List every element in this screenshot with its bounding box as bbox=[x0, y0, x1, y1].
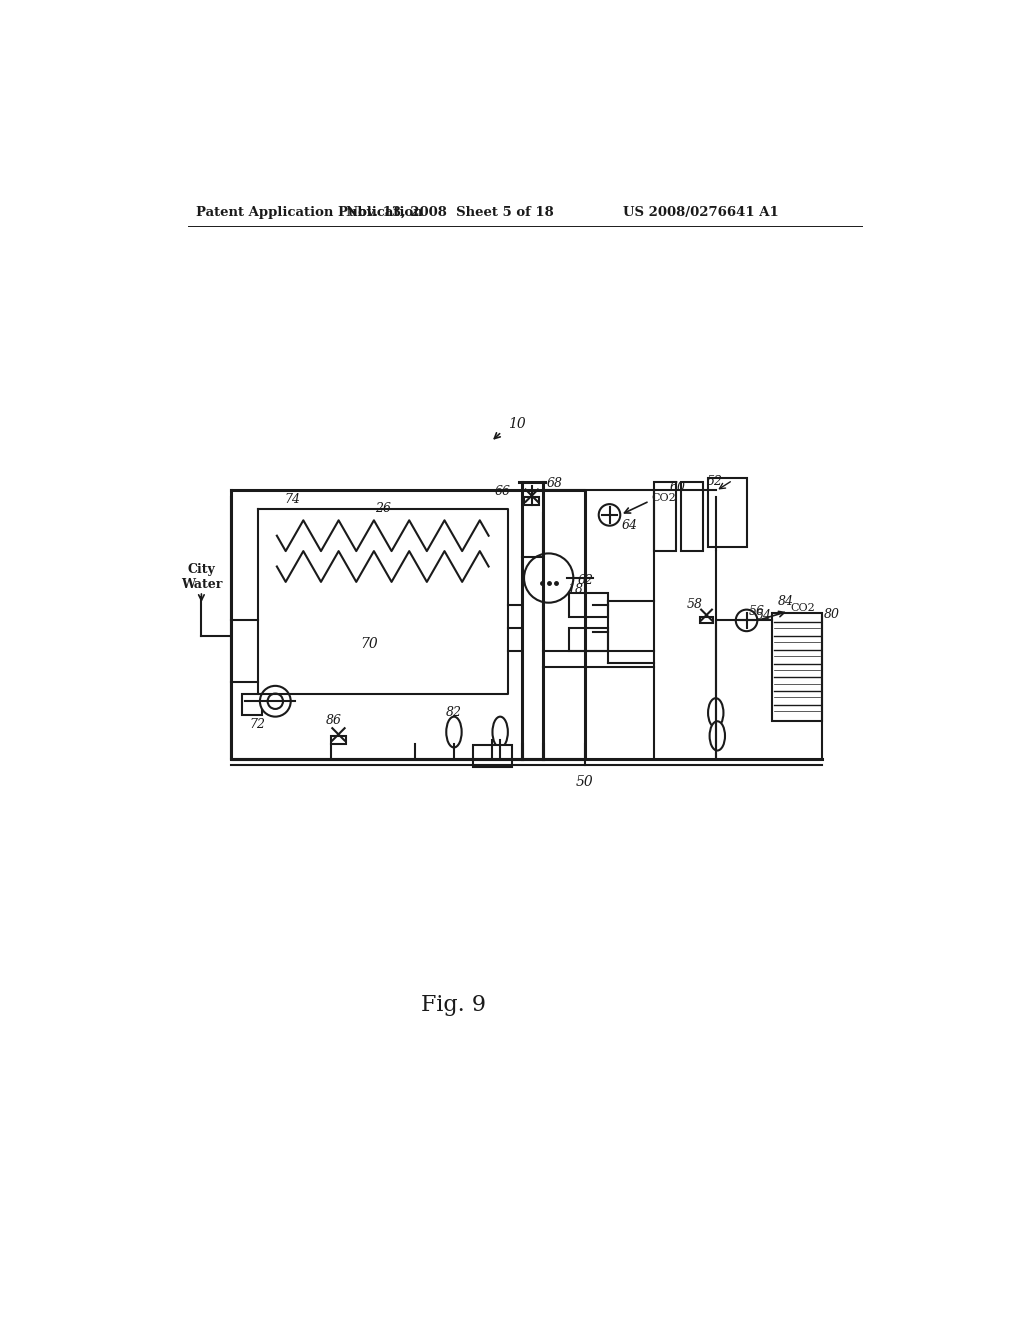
Text: 64: 64 bbox=[622, 519, 638, 532]
Text: 68: 68 bbox=[547, 477, 562, 490]
Text: 60: 60 bbox=[670, 482, 685, 495]
Text: 52: 52 bbox=[707, 475, 723, 488]
Bar bbox=[699, 618, 714, 623]
Text: Patent Application Publication: Patent Application Publication bbox=[196, 206, 423, 219]
Text: 62: 62 bbox=[578, 574, 593, 587]
Circle shape bbox=[736, 610, 758, 631]
Text: 82: 82 bbox=[446, 706, 462, 719]
Text: 84: 84 bbox=[777, 594, 794, 607]
Bar bbox=[569, 594, 608, 616]
Bar bbox=[772, 612, 822, 721]
Ellipse shape bbox=[708, 698, 724, 727]
Ellipse shape bbox=[710, 721, 725, 751]
Bar bbox=[708, 478, 746, 548]
Bar bbox=[569, 628, 608, 651]
Bar bbox=[681, 482, 702, 552]
Text: US 2008/0276641 A1: US 2008/0276641 A1 bbox=[624, 206, 779, 219]
Ellipse shape bbox=[493, 717, 508, 747]
Text: 50: 50 bbox=[575, 775, 594, 789]
Bar bbox=[243, 693, 262, 715]
Text: 10: 10 bbox=[508, 417, 525, 432]
Text: 66: 66 bbox=[495, 484, 511, 498]
Text: 80: 80 bbox=[823, 607, 840, 620]
Ellipse shape bbox=[446, 717, 462, 747]
Text: 18: 18 bbox=[567, 583, 583, 597]
Text: Fig. 9: Fig. 9 bbox=[422, 994, 486, 1016]
Text: 56: 56 bbox=[749, 605, 765, 618]
Text: Nov. 13, 2008  Sheet 5 of 18: Nov. 13, 2008 Sheet 5 of 18 bbox=[346, 206, 554, 219]
Text: 72: 72 bbox=[250, 718, 266, 731]
Text: 54: 54 bbox=[756, 609, 772, 622]
Text: 74: 74 bbox=[285, 492, 301, 506]
Text: CO2: CO2 bbox=[651, 492, 676, 503]
Bar bbox=[654, 482, 676, 552]
Bar bbox=[524, 498, 540, 506]
Circle shape bbox=[599, 504, 621, 525]
Text: CO2: CO2 bbox=[791, 603, 815, 612]
Text: 70: 70 bbox=[360, 636, 378, 651]
Bar bbox=[473, 744, 512, 767]
Text: 58: 58 bbox=[686, 598, 702, 611]
Bar bbox=[331, 737, 346, 743]
Text: 26: 26 bbox=[376, 502, 391, 515]
Text: City
Water: City Water bbox=[180, 562, 222, 590]
Circle shape bbox=[524, 553, 573, 603]
Text: 86: 86 bbox=[326, 714, 341, 727]
Circle shape bbox=[260, 686, 291, 717]
